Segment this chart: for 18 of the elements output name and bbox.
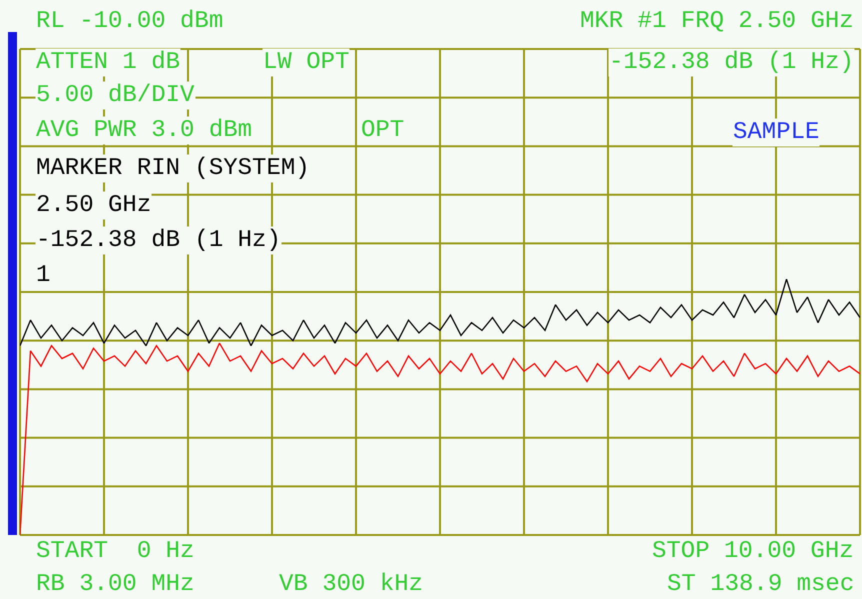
text: ATTEN 1 dB bbox=[36, 49, 180, 76]
text: RB 3.00 MHz bbox=[36, 571, 194, 598]
text: 2.50 GHz bbox=[36, 192, 152, 219]
text: 5.00 dB/DIV bbox=[36, 82, 196, 109]
text: -152.38 dB (1 Hz) bbox=[36, 227, 281, 254]
text: -152.38 dB (1 Hz) bbox=[609, 49, 854, 76]
annotation: 1 bbox=[36, 262, 50, 289]
text: OPT bbox=[361, 117, 404, 144]
text: START 0 Hz bbox=[36, 538, 194, 565]
text: AVG PWR 3.0 dBm bbox=[36, 117, 252, 144]
text: LW OPT bbox=[263, 49, 350, 76]
text: MARKER RIN (SYSTEM) bbox=[36, 155, 310, 182]
text: VB 300 kHz bbox=[279, 571, 424, 598]
text: STOP 10.00 GHz bbox=[652, 538, 854, 565]
text: SAMPLE bbox=[733, 119, 820, 146]
text: ST 138.9 msec bbox=[667, 571, 854, 598]
text: RL -10.00 dBm bbox=[36, 8, 224, 35]
text: MKR #1 FRQ 2.50 GHz bbox=[580, 8, 854, 35]
